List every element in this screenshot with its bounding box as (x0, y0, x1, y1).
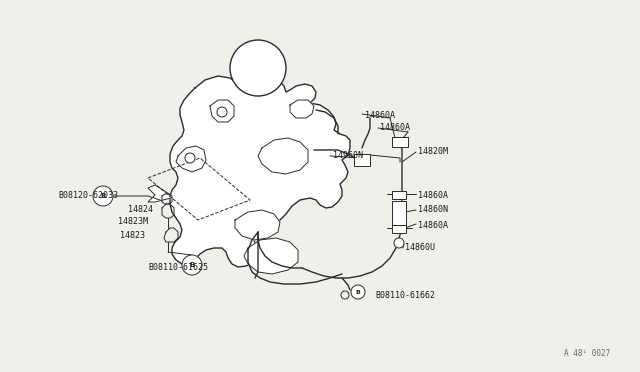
Text: 14860A: 14860A (418, 221, 448, 230)
Polygon shape (290, 100, 314, 118)
Text: B: B (100, 193, 106, 199)
Text: B: B (189, 262, 195, 268)
Text: 14823M: 14823M (118, 218, 148, 227)
Text: B08110-61625: B08110-61625 (148, 263, 208, 273)
FancyBboxPatch shape (392, 225, 406, 233)
Text: 14860A: 14860A (418, 190, 448, 199)
Circle shape (351, 285, 365, 299)
Text: A 48¹ 0027: A 48¹ 0027 (564, 349, 610, 358)
Text: B: B (356, 289, 360, 295)
Text: 14860A: 14860A (365, 110, 395, 119)
Text: B08110-61662: B08110-61662 (375, 292, 435, 301)
Circle shape (93, 186, 113, 206)
FancyBboxPatch shape (392, 191, 406, 199)
Polygon shape (170, 76, 350, 267)
Circle shape (394, 238, 404, 248)
FancyBboxPatch shape (392, 201, 406, 225)
Polygon shape (210, 100, 234, 122)
Polygon shape (244, 238, 298, 274)
Text: 14823: 14823 (120, 231, 145, 240)
Polygon shape (235, 210, 280, 240)
Polygon shape (258, 138, 308, 174)
Text: 14820M: 14820M (418, 148, 448, 157)
Polygon shape (148, 185, 171, 202)
Circle shape (230, 40, 286, 96)
Polygon shape (176, 146, 206, 172)
Text: 14860A: 14860A (380, 124, 410, 132)
FancyBboxPatch shape (354, 154, 370, 166)
Circle shape (185, 153, 195, 163)
Text: 14860N: 14860N (418, 205, 448, 215)
Text: 14860U: 14860U (405, 244, 435, 253)
Text: B08120-62033: B08120-62033 (58, 192, 118, 201)
FancyBboxPatch shape (392, 137, 408, 147)
Text: 14960N: 14960N (333, 151, 363, 160)
Circle shape (217, 107, 227, 117)
Circle shape (182, 255, 202, 275)
Text: 14824: 14824 (128, 205, 153, 215)
